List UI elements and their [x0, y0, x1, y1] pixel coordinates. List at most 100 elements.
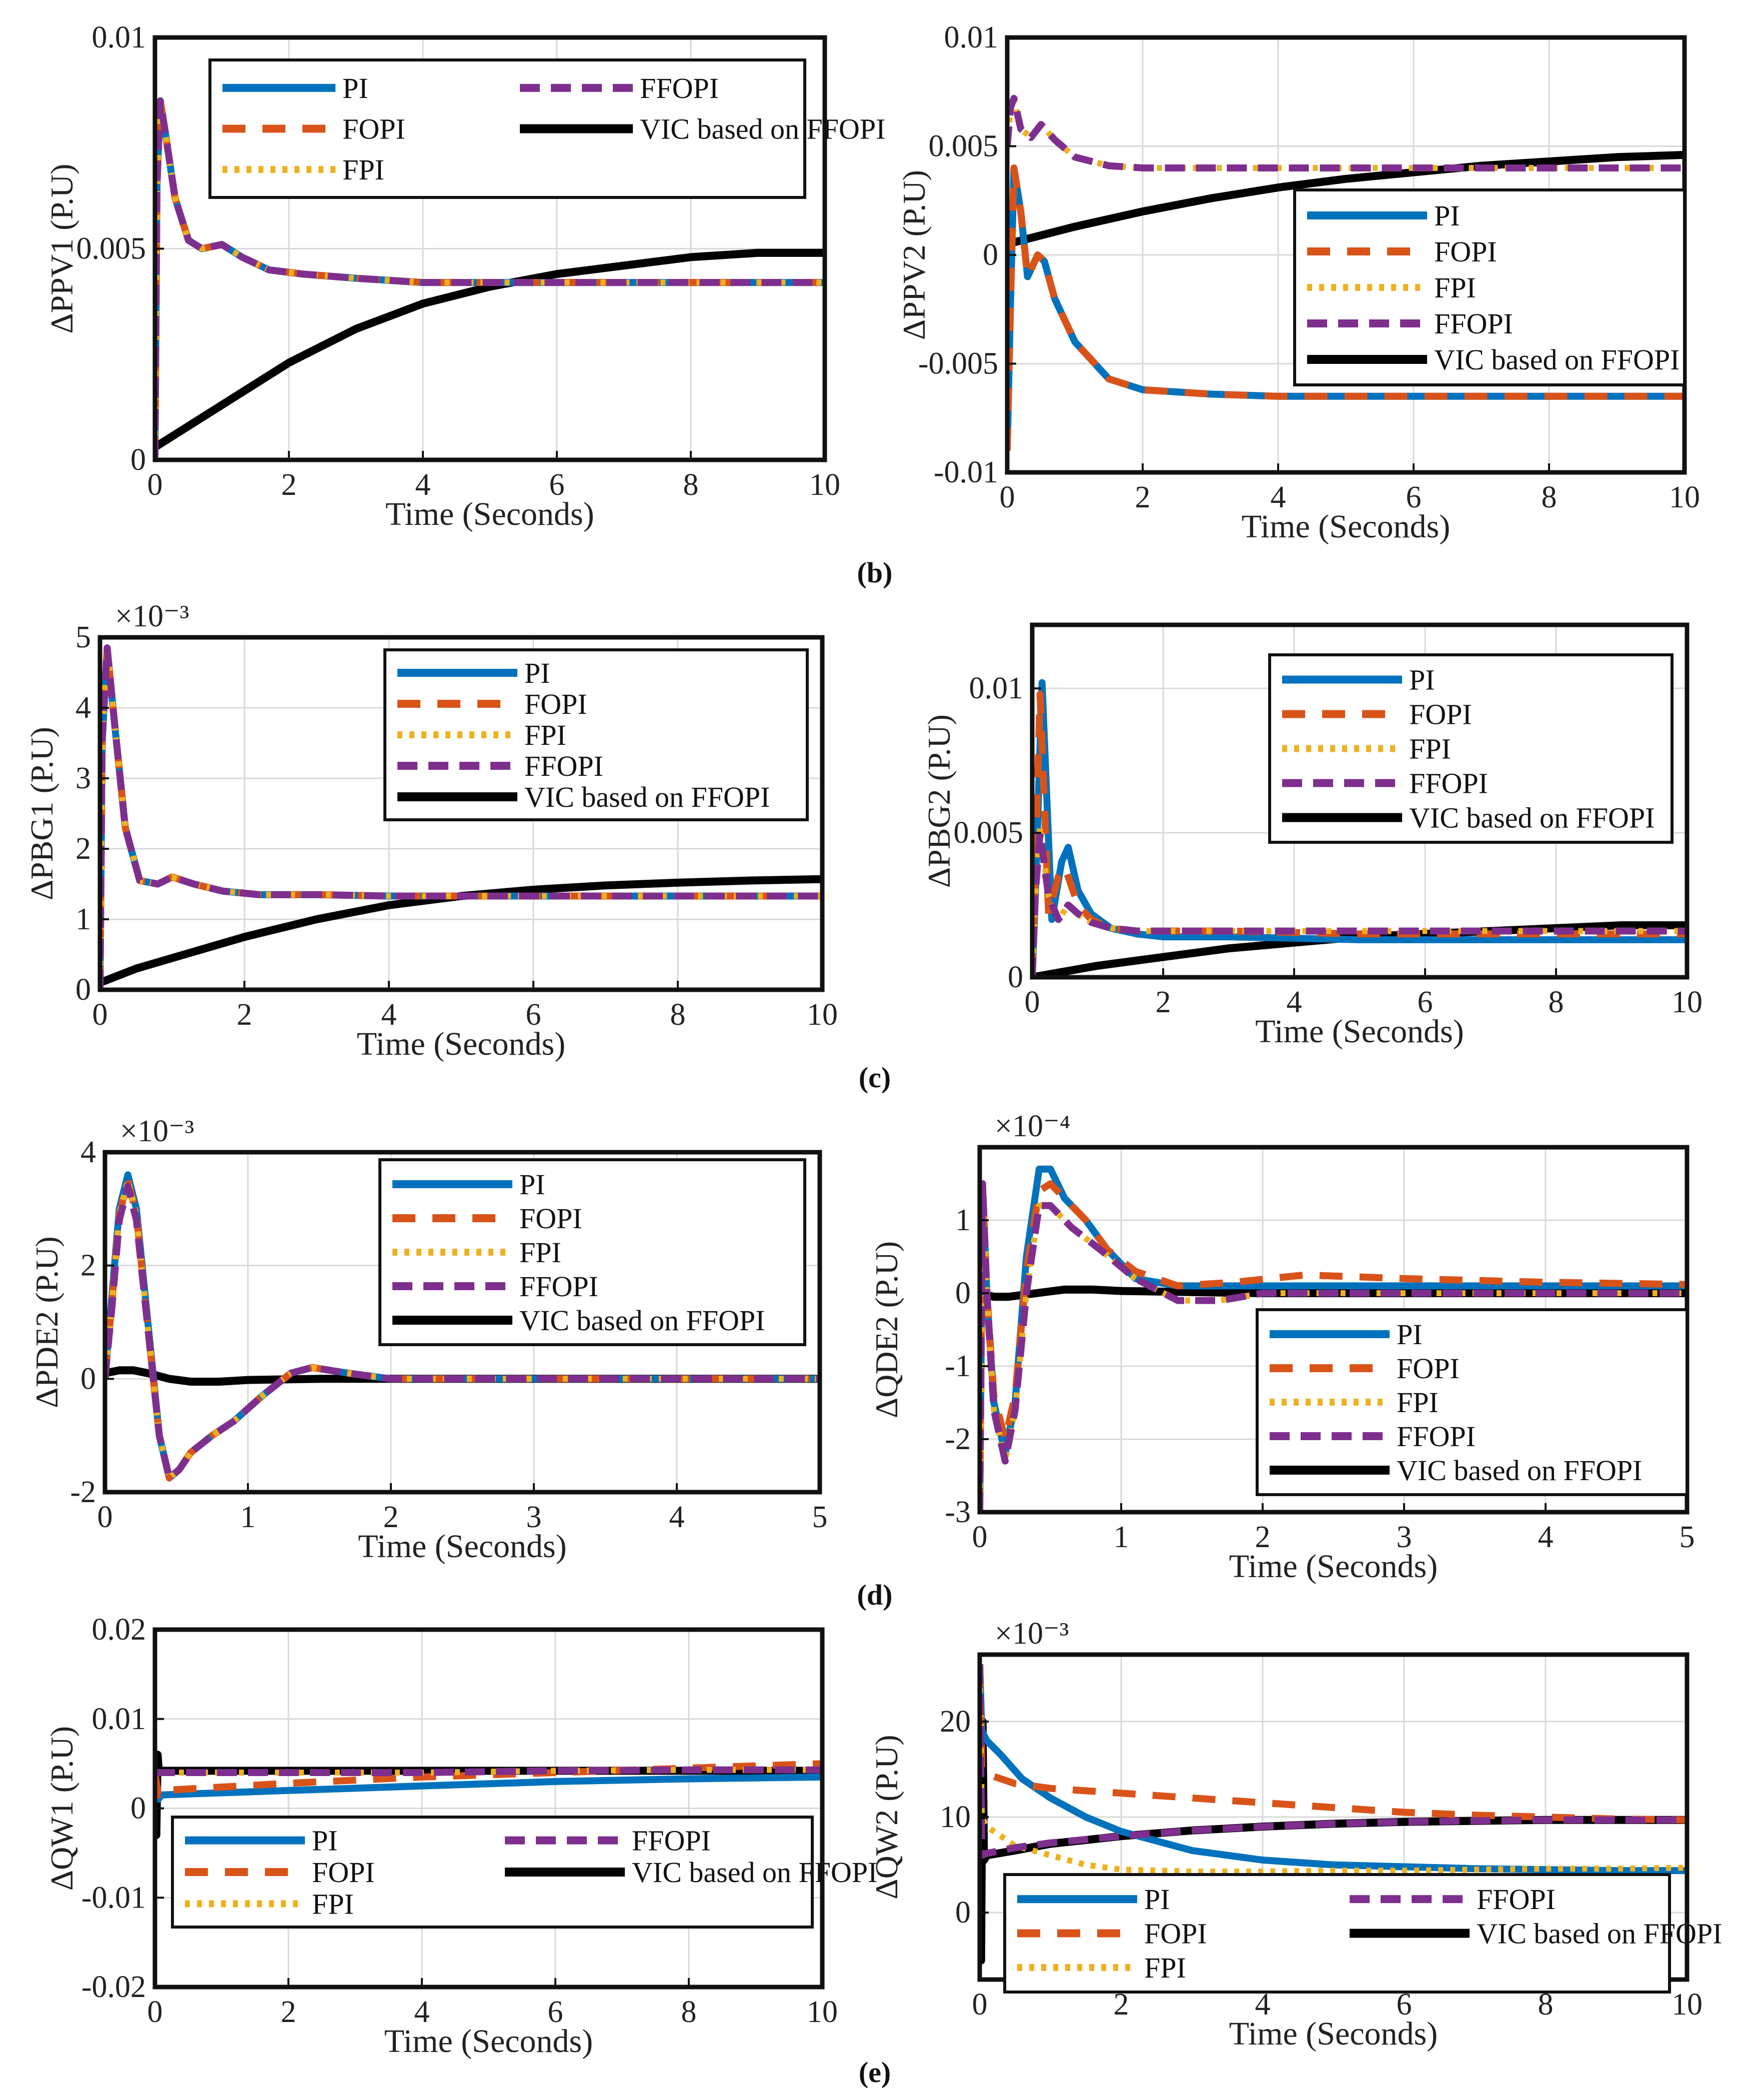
chart-qde2: 0 1 2 3 4 5 -3 -2 -1 0 1 Time (Seconds) ΔQDE2 (P.U) ×…: [869, 1109, 1695, 1585]
x-tick-label: 10: [809, 468, 840, 502]
x-tick-label: 0: [972, 1520, 988, 1554]
x-tick-label: 10: [807, 1995, 838, 2029]
y-tick-label: 10: [940, 1800, 971, 1834]
series-line-vic-based-on-ffopi: [105, 1366, 820, 1386]
y-tick-label: 20: [940, 1705, 971, 1739]
x-tick-label: 0: [1000, 480, 1015, 514]
x-tick-label: 6: [1418, 985, 1433, 1019]
series-line-ffopi: [105, 1183, 820, 1482]
legend-box: [378, 1158, 806, 1346]
axis-multiplier: ×10⁻³: [995, 1617, 1069, 1651]
x-tick-label: 2: [383, 1500, 399, 1534]
x-tick-label: 4: [1271, 480, 1286, 514]
legend-label-fopi: FOPI: [1409, 698, 1472, 731]
series-line-vic-based-on-ffopi: [155, 248, 825, 451]
x-axis-label: Time (Seconds): [385, 496, 594, 532]
x-tick-label: 6: [548, 1995, 563, 2029]
x-tick-label: 5: [812, 1500, 828, 1534]
chart-ppv1: 0 2 4 6 8 10 0 0.005 0.01 Time (Seconds) ΔPPV1 (P.…: [44, 20, 886, 532]
y-tick-label: 0: [75, 973, 91, 1007]
series-group: [105, 1171, 820, 1482]
x-tick-label: 2: [237, 998, 252, 1032]
chart-pbg1: 0 2 4 6 8 10 0 1 2 3 4 5 Time (Seconds) ΔPBG1 (P.U) ×1…: [24, 599, 838, 1062]
axes-frame: [1030, 622, 1690, 980]
y-tick-label: 0: [955, 1896, 971, 1930]
x-tick-label: 0: [1025, 985, 1040, 1019]
legend-label-pi: PI: [519, 1168, 545, 1201]
series-line-ffopi: [980, 1180, 1687, 1512]
y-tick-label: 0.01: [969, 671, 1024, 705]
legend-box: [1268, 653, 1674, 844]
y-axis-label: ΔPPV1 (P.U): [44, 164, 79, 334]
legend-label-ffopi: FFOPI: [524, 750, 603, 782]
x-axis-label: Time (Seconds): [357, 1026, 565, 1062]
y-axis-label: ΔQW2 (P.U): [869, 1735, 904, 1899]
series-line-ffopi: [100, 644, 822, 990]
legend-label-pi: PI: [524, 657, 550, 689]
series-group: [1007, 94, 1685, 451]
y-tick-label: 0.02: [92, 1613, 146, 1647]
y-tick-label: 0: [80, 1362, 96, 1396]
series-line-vic-based-on-ffopi: [980, 1285, 1687, 1301]
axis-multiplier: ×10⁻³: [120, 1114, 194, 1148]
legend: PI FFOPI FOPI VIC based on FFOPI FPI: [171, 1816, 877, 1929]
x-tick-label: 6: [549, 468, 565, 502]
y-tick-label: 2: [80, 1249, 96, 1283]
legend: PI FFOPI FOPI VIC based on FFOPI FPI: [208, 58, 886, 199]
x-tick-label: 10: [1672, 985, 1703, 1019]
panel-label-c: (c): [859, 1061, 891, 1094]
y-tick-label: 0.01: [92, 1702, 146, 1736]
axes-frame: [102, 1150, 822, 1495]
x-tick-label: 4: [1287, 985, 1302, 1019]
y-tick-label: -0.02: [81, 1970, 146, 2004]
y-axis-label: ΔPBG2 (P.U): [921, 714, 957, 888]
y-tick-label: -0.01: [934, 455, 998, 489]
axis-multiplier: ×10⁻⁴: [995, 1109, 1070, 1143]
series-line-fopi: [1007, 164, 1685, 451]
y-tick-label: 4: [75, 691, 91, 725]
legend-label-fpi: FPI: [342, 153, 384, 186]
legend-label-pi: PI: [1409, 664, 1435, 696]
series-group: [980, 1165, 1687, 1512]
legend-label-ffopi: FFOPI: [632, 1825, 711, 1857]
legend-label-vic-based-on-ffopi: VIC based on FFOPI: [1409, 802, 1655, 834]
x-tick-label: 2: [281, 468, 297, 502]
x-axis-label: Time (Seconds): [1255, 1013, 1464, 1050]
x-tick-label: 4: [1538, 1520, 1554, 1554]
legend-label-fopi: FOPI: [524, 688, 587, 720]
legend-label-fpi: FPI: [1144, 1952, 1186, 1984]
x-tick-label: 4: [415, 468, 431, 502]
legend-box: [383, 648, 809, 821]
y-tick-label: 0.01: [944, 20, 999, 54]
x-axis-label: Time (Seconds): [358, 1528, 566, 1565]
y-tick-label: 0: [983, 238, 998, 272]
legend-label-ffopi: FFOPI: [1477, 1883, 1556, 1916]
y-tick-label: 1: [75, 902, 91, 936]
legend-box: [1256, 1308, 1689, 1496]
x-axis-label: Time (Seconds): [1242, 508, 1450, 545]
y-tick-label: -2: [945, 1422, 971, 1456]
legend-label-vic-based-on-ffopi: VIC based on FFOPI: [1477, 1918, 1722, 1950]
legend-label-fpi: FPI: [1409, 733, 1451, 765]
x-tick-label: 2: [1135, 480, 1151, 514]
series-line-ffopi: [155, 1766, 822, 1776]
series-line-ffopi: [980, 1664, 1687, 1859]
y-tick-label: 2: [75, 832, 91, 866]
series-line-vic-based-on-ffopi: [1007, 150, 1685, 248]
axis-multiplier: ×10⁻³: [115, 599, 189, 633]
legend-label-fpi: FPI: [519, 1236, 561, 1269]
y-tick-label: -0.01: [81, 1881, 146, 1915]
legend-label-fpi: FPI: [312, 1888, 354, 1920]
y-tick-label: 5: [75, 620, 91, 654]
legend-label-pi: PI: [1397, 1318, 1423, 1351]
legend-label-fopi: FOPI: [519, 1202, 582, 1235]
legend-label-pi: PI: [312, 1825, 338, 1857]
y-axis-label: ΔPBG1 (P.U): [24, 727, 59, 900]
y-tick-label: -0.005: [918, 347, 998, 381]
y-axis-label: ΔQW1 (P.U): [44, 1726, 79, 1891]
series-group: [100, 644, 822, 990]
